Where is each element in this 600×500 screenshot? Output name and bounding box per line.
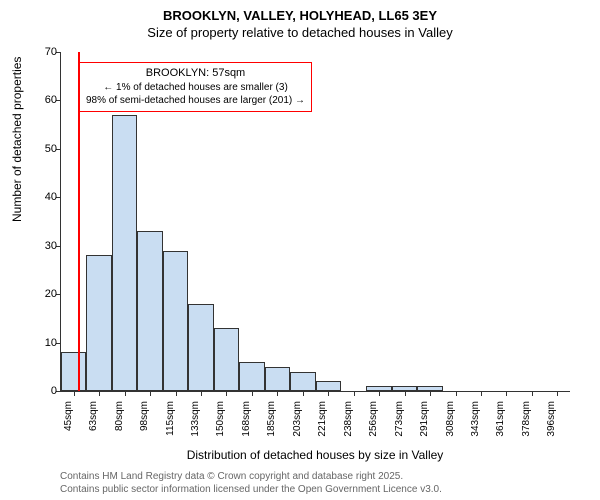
x-tick-label: 63sqm [88,401,99,431]
bar-slot: 221sqm [316,52,341,391]
x-tick-label: 45sqm [63,401,74,431]
x-tick-label: 80sqm [114,401,125,431]
annotation-title: BROOKLYN: 57sqm [86,66,305,81]
x-tick-mark [430,391,431,396]
x-tick-label: 115sqm [165,401,176,436]
histogram-bar [214,328,239,391]
x-tick-mark [506,391,507,396]
bar-slot: 396sqm [545,52,570,391]
x-tick-mark [74,391,75,396]
x-tick-mark [328,391,329,396]
x-tick-label: 203sqm [292,401,303,437]
y-tick-label: 0 [27,385,57,397]
x-tick-mark [277,391,278,396]
x-tick-mark [456,391,457,396]
bar-slot: 361sqm [494,52,519,391]
bar-slot: 273sqm [392,52,417,391]
y-tick-label: 10 [27,337,57,349]
x-tick-label: 238sqm [343,401,354,437]
histogram-bar [112,115,137,391]
chart-footer: Contains HM Land Registry data © Crown c… [60,471,442,496]
bar-slot: 308sqm [443,52,468,391]
x-tick-label: 150sqm [215,401,226,437]
x-tick-mark [226,391,227,396]
x-tick-mark [379,391,380,396]
x-tick-label: 221sqm [317,401,328,437]
x-tick-mark [481,391,482,396]
y-tick-label: 70 [27,46,57,58]
x-tick-label: 361sqm [495,401,506,437]
x-tick-label: 133sqm [190,401,201,437]
y-tick-label: 50 [27,143,57,155]
footer-line2: Contains public sector information licen… [60,484,442,497]
histogram-bar [137,231,162,391]
x-axis-label: Distribution of detached houses by size … [60,448,570,462]
property-size-chart: BROOKLYN, VALLEY, HOLYHEAD, LL65 3EY Siz… [0,0,600,500]
x-tick-label: 343sqm [470,401,481,437]
x-tick-label: 185sqm [266,401,277,437]
histogram-bar [163,251,188,391]
bar-slot: 238sqm [341,52,366,391]
footer-line1: Contains HM Land Registry data © Crown c… [60,471,442,484]
bar-slot: 291sqm [417,52,442,391]
y-tick-label: 40 [27,191,57,203]
x-tick-label: 273sqm [394,401,405,437]
x-tick-label: 378sqm [521,401,532,437]
x-tick-label: 308sqm [445,401,456,437]
bar-slot: 256sqm [366,52,391,391]
histogram-bar [86,255,111,391]
x-tick-mark [405,391,406,396]
chart-title: BROOKLYN, VALLEY, HOLYHEAD, LL65 3EY [0,8,600,23]
x-tick-mark [252,391,253,396]
y-tick-label: 20 [27,288,57,300]
x-tick-mark [99,391,100,396]
y-axis-label: Number of detached properties [10,57,24,222]
x-tick-label: 396sqm [546,401,557,437]
x-tick-label: 98sqm [139,401,150,431]
annotation-line-smaller: ← 1% of detached houses are smaller (3) [86,81,305,95]
x-tick-label: 291sqm [419,401,430,437]
histogram-bar [316,381,341,391]
y-tick-label: 60 [27,94,57,106]
x-tick-mark [532,391,533,396]
chart-title-block: BROOKLYN, VALLEY, HOLYHEAD, LL65 3EY Siz… [0,8,600,40]
x-tick-mark [176,391,177,396]
x-tick-mark [125,391,126,396]
bar-slot: 343sqm [468,52,493,391]
x-tick-label: 256sqm [368,401,379,437]
histogram-bar [290,372,315,391]
x-tick-mark [150,391,151,396]
annotation-line-larger: 98% of semi-detached houses are larger (… [86,94,305,108]
chart-subtitle: Size of property relative to detached ho… [0,25,600,40]
histogram-bar [265,367,290,391]
x-tick-mark [557,391,558,396]
x-tick-mark [303,391,304,396]
histogram-bar [61,352,86,391]
plot-area: 010203040506070 45sqm63sqm80sqm98sqm115s… [60,52,570,392]
bar-slot: 378sqm [519,52,544,391]
x-tick-mark [354,391,355,396]
histogram-bar [239,362,264,391]
x-tick-label: 168sqm [241,401,252,437]
annotation-box: BROOKLYN: 57sqm ← 1% of detached houses … [79,62,312,112]
x-tick-mark [201,391,202,396]
histogram-bar [188,304,213,391]
y-tick-label: 30 [27,240,57,252]
